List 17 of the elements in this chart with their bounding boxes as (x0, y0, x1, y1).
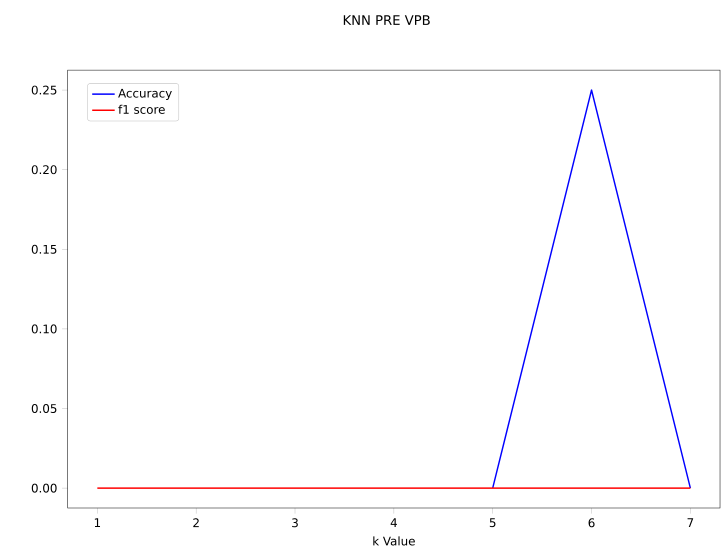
y-tick-label: 0.20 (32, 164, 57, 174)
y-tick-label: 0.05 (32, 404, 56, 413)
y-tick-label: 0.25 (32, 85, 56, 94)
legend-label: f1 score (118, 104, 165, 114)
chart-title: KNN PRE VPB (344, 15, 430, 25)
x-tick-label: 3 (292, 518, 298, 528)
x-tick-label: 2 (193, 518, 199, 527)
y-tick-label: 0.00 (32, 483, 57, 492)
legend-label: Accuracy (118, 88, 172, 100)
x-tick-label: 7 (688, 518, 694, 527)
x-tick-label: 6 (588, 518, 595, 528)
y-tick-label: 0.15 (32, 244, 56, 254)
x-tick-label: 5 (490, 518, 496, 527)
x-tick-label: 1 (94, 518, 100, 527)
x-tick-label: 4 (390, 518, 397, 527)
y-tick-label: 0.10 (32, 324, 57, 334)
x-axis-title: k Value (373, 536, 415, 546)
